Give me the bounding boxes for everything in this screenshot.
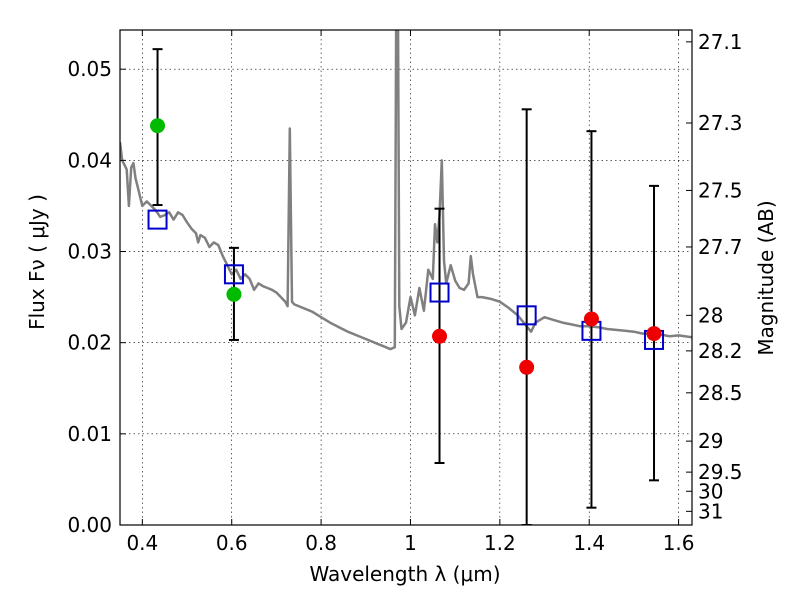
right-tick-label: 28.2 [698, 339, 743, 363]
right-tick-label: 31 [698, 499, 723, 523]
model-square-marker [147, 209, 168, 230]
plot-frame [119, 29, 693, 526]
right-tick-label: 29.5 [698, 460, 743, 484]
model-square-marker [516, 305, 537, 326]
right-tick-label: 28 [698, 303, 723, 327]
model-square-marker [223, 264, 244, 285]
right-tick-label: 27.1 [698, 30, 743, 54]
y-tick-label: 0.05 [67, 57, 112, 81]
y-tick-label: 0.00 [67, 513, 112, 537]
photometry-point [646, 326, 662, 342]
right-tick-label: 30 [698, 479, 723, 503]
x-tick-label: 1.6 [663, 531, 695, 555]
ticks: 0.4 0.6 0.8 1 1.2 1.4 1.6 0.00 0.01 0.02 0.03 0.04 0… [67, 30, 742, 555]
photometry-point [583, 311, 599, 327]
y-tick-label: 0.04 [67, 148, 112, 172]
x-tick-label: 0.4 [126, 531, 158, 555]
y-tick-label: 0.03 [67, 240, 112, 264]
right-tick-label: 27.7 [698, 235, 743, 259]
x-tick-label: 1.4 [573, 531, 605, 555]
x-tick-label: 0.8 [305, 531, 337, 555]
grid [120, 30, 692, 526]
right-tick-label: 28.5 [698, 381, 743, 405]
right-tick-label: 27.3 [698, 111, 743, 135]
x-tick-label: 1 [404, 531, 417, 555]
spectrum-line [120, 30, 692, 351]
photometry-point [432, 328, 448, 344]
x-axis-label: Wavelength λ (μm) [309, 562, 500, 586]
y-tick-label: 0.02 [67, 331, 112, 355]
photometry-point [150, 118, 166, 134]
right-tick-label: 27.5 [698, 178, 743, 202]
right-axis-label: Magnitude (AB) [754, 200, 778, 355]
photometry-point [226, 286, 242, 302]
y-tick-label: 0.01 [67, 422, 112, 446]
x-tick-label: 1.2 [484, 531, 516, 555]
photometry-point [519, 359, 535, 375]
data-layer [120, 30, 692, 525]
x-tick-label: 0.6 [216, 531, 248, 555]
right-tick-label: 29 [698, 429, 723, 453]
y-axis-label: Flux Fν ( μJy ) [25, 194, 49, 330]
model-square-marker [429, 282, 450, 303]
